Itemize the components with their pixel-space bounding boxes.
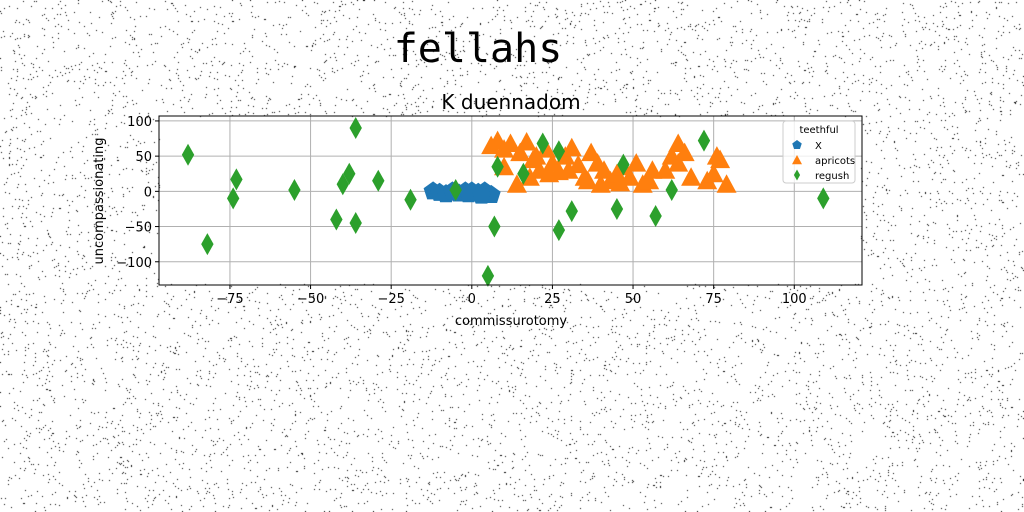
y-axis: −100 −50 0 50 100 — [116, 115, 159, 271]
data-series — [181, 116, 830, 287]
legend-label: apricots — [815, 156, 855, 167]
data-point — [372, 169, 385, 192]
plot-frame — [158, 115, 863, 286]
legend-box — [782, 120, 856, 184]
x-tick-label: −75 — [216, 292, 243, 307]
data-point — [619, 167, 640, 186]
legend-label: X — [815, 141, 822, 152]
figure-suptitle: fellahs — [394, 26, 563, 72]
x-tick-label: 75 — [705, 292, 722, 307]
data-point — [565, 200, 578, 223]
data-point — [539, 163, 560, 183]
data-point — [471, 185, 491, 204]
x-axis-label: commissurotomy — [455, 314, 568, 329]
data-point — [488, 215, 501, 238]
data-point — [404, 188, 417, 211]
x-tick-label: 50 — [625, 292, 642, 307]
data-point — [639, 170, 660, 190]
legend-title: teethful — [799, 125, 838, 136]
legend-marker — [792, 140, 802, 150]
data-point — [201, 233, 214, 256]
data-point — [491, 155, 504, 178]
y-tick-label: −100 — [116, 256, 152, 271]
legend-marker — [793, 169, 801, 181]
y-tick-label: 100 — [127, 115, 152, 130]
x-tick-label: −25 — [377, 292, 404, 307]
data-point — [668, 153, 689, 172]
data-point — [703, 163, 724, 183]
data-point — [665, 178, 678, 201]
data-point — [817, 187, 830, 210]
x-tick-label: 0 — [468, 292, 476, 307]
series-regush — [181, 116, 830, 287]
data-point — [481, 264, 495, 287]
data-point — [626, 153, 647, 172]
series-x — [423, 181, 501, 204]
data-point — [449, 178, 462, 201]
x-tick-label: −50 — [297, 292, 324, 307]
data-point — [552, 219, 566, 242]
data-point — [558, 160, 579, 179]
data-point — [577, 170, 598, 190]
data-point — [649, 204, 662, 227]
y-tick-label: −50 — [125, 221, 152, 236]
data-point — [590, 174, 611, 193]
x-axis: −75 −50 −25 0 25 50 75 100 — [216, 285, 807, 307]
data-point — [706, 146, 727, 165]
y-axis-label: uncompassionating — [92, 138, 107, 265]
data-point — [668, 133, 689, 152]
data-point — [517, 162, 530, 185]
chart-title: K duennadom — [441, 90, 580, 114]
data-point — [716, 174, 737, 193]
data-point — [330, 208, 343, 231]
data-point — [610, 172, 631, 192]
data-point — [226, 187, 240, 210]
data-point — [617, 153, 630, 176]
plot-area: −75 −50 −25 0 25 50 75 100 −100 −50 0 50 100 — [116, 115, 863, 307]
data-point — [642, 160, 663, 179]
data-point — [181, 143, 195, 166]
data-point — [610, 197, 624, 220]
y-tick-label: 0 — [144, 185, 152, 200]
data-point — [349, 116, 362, 139]
data-point — [536, 132, 549, 155]
data-point — [681, 167, 702, 186]
data-point — [561, 137, 582, 157]
data-point — [506, 174, 527, 193]
data-point — [697, 129, 711, 152]
data-point — [510, 142, 531, 162]
data-point — [288, 178, 301, 201]
data-point — [568, 154, 589, 174]
data-point — [459, 184, 479, 203]
x-tick-label: 100 — [782, 292, 807, 307]
data-point — [230, 168, 243, 191]
series-apricots — [481, 130, 737, 193]
legend-marker — [792, 155, 802, 165]
legend-label: regush — [815, 171, 849, 182]
data-point — [336, 173, 350, 196]
data-point — [516, 132, 537, 151]
data-point — [526, 146, 547, 165]
x-tick-label: 25 — [544, 292, 561, 307]
data-point — [349, 212, 362, 235]
data-point — [655, 160, 676, 179]
data-point — [552, 140, 566, 163]
data-point — [500, 133, 521, 152]
y-tick-label: 50 — [135, 150, 152, 165]
data-point — [343, 162, 356, 185]
